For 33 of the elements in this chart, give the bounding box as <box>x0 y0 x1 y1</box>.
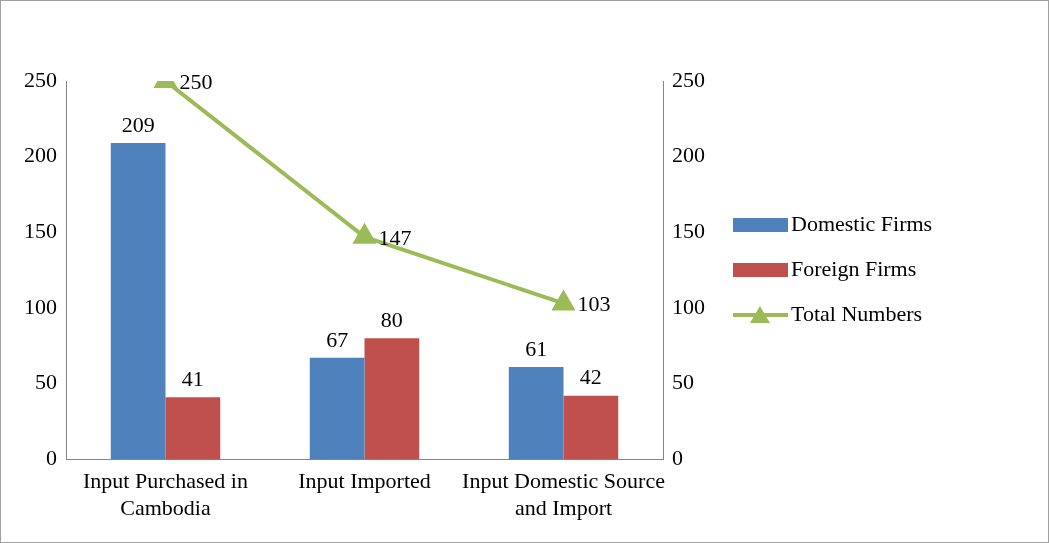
legend-label: Foreign Firms <box>791 255 917 281</box>
y2-tick-label: 100 <box>672 293 705 319</box>
legend-label: Domestic Firms <box>791 210 933 236</box>
data-label: 41 <box>181 365 204 391</box>
y2-tick-label: 200 <box>672 142 705 168</box>
bar <box>364 338 420 460</box>
bar <box>110 143 166 460</box>
data-label: 61 <box>525 335 548 361</box>
y-tick-label: 0 <box>46 444 57 470</box>
data-label: 42 <box>579 364 602 390</box>
x-tick-label: Input Imported <box>298 468 431 494</box>
bar <box>508 366 564 460</box>
bar <box>563 395 619 460</box>
legend-label: Total Numbers <box>791 300 923 326</box>
y2-tick-label: 0 <box>672 444 683 470</box>
data-label: 80 <box>380 306 403 332</box>
data-label: 147 <box>378 224 412 250</box>
x-tick-label: Input Domestic Source and Import <box>462 468 665 520</box>
y-tick-label: 150 <box>24 218 57 244</box>
y2-tick-label: 150 <box>672 218 705 244</box>
y2-tick-label: 50 <box>672 369 694 395</box>
y-tick-label: 250 <box>24 66 57 92</box>
y-tick-label: 50 <box>35 369 57 395</box>
data-label: 67 <box>326 326 349 352</box>
y-tick-label: 200 <box>24 142 57 168</box>
y-tick-label: 100 <box>24 293 57 319</box>
y2-tick-label: 250 <box>672 66 705 92</box>
data-label: 209 <box>121 111 155 137</box>
data-label: 103 <box>577 291 611 317</box>
bar <box>309 357 365 460</box>
bar <box>165 397 221 460</box>
data-label: 250 <box>179 68 213 94</box>
x-tick-label: Input Purchased in Cambodia <box>83 468 248 520</box>
